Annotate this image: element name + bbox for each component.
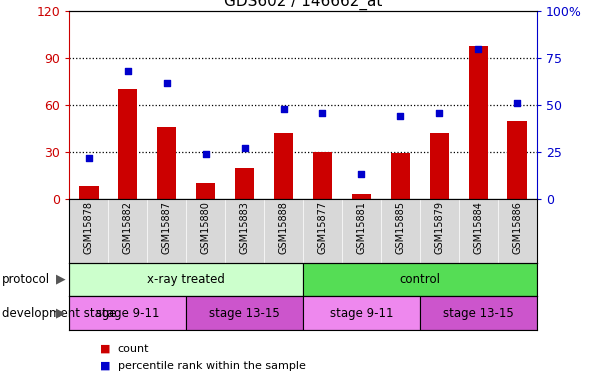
Bar bbox=[469, 46, 488, 199]
Bar bbox=[420, 296, 537, 330]
Text: ▶: ▶ bbox=[55, 273, 65, 286]
Text: GSM15880: GSM15880 bbox=[201, 201, 210, 254]
Bar bbox=[69, 262, 303, 296]
Text: ■: ■ bbox=[99, 344, 110, 354]
Bar bbox=[391, 153, 410, 199]
Point bbox=[396, 113, 405, 119]
Text: GSM15887: GSM15887 bbox=[162, 201, 172, 254]
Bar bbox=[118, 89, 137, 199]
Text: development stage: development stage bbox=[2, 307, 116, 320]
Point bbox=[356, 171, 366, 177]
Point bbox=[473, 46, 483, 52]
Point bbox=[123, 68, 133, 74]
Text: stage 13-15: stage 13-15 bbox=[443, 307, 514, 320]
Point bbox=[84, 154, 93, 160]
Text: GSM15879: GSM15879 bbox=[434, 201, 444, 254]
Text: GSM15888: GSM15888 bbox=[279, 201, 289, 254]
Bar bbox=[429, 133, 449, 199]
Bar bbox=[235, 168, 254, 199]
Text: stage 9-11: stage 9-11 bbox=[330, 307, 393, 320]
Bar bbox=[196, 183, 215, 199]
Text: x-ray treated: x-ray treated bbox=[147, 273, 225, 286]
Bar bbox=[186, 296, 303, 330]
Text: GSM15884: GSM15884 bbox=[473, 201, 483, 254]
Point bbox=[279, 106, 288, 112]
Text: ▶: ▶ bbox=[55, 307, 65, 320]
Text: GSM15886: GSM15886 bbox=[512, 201, 522, 254]
Text: GSM15877: GSM15877 bbox=[317, 201, 327, 254]
Bar bbox=[303, 296, 420, 330]
Text: percentile rank within the sample: percentile rank within the sample bbox=[118, 361, 306, 370]
Text: stage 9-11: stage 9-11 bbox=[96, 307, 160, 320]
Bar bbox=[303, 262, 537, 296]
Text: GSM15882: GSM15882 bbox=[123, 201, 133, 254]
Bar bbox=[69, 296, 186, 330]
Point bbox=[162, 80, 171, 86]
Bar bbox=[79, 186, 98, 199]
Point bbox=[240, 145, 250, 151]
Point bbox=[435, 110, 444, 116]
Text: control: control bbox=[399, 273, 440, 286]
Bar bbox=[274, 133, 293, 199]
Point bbox=[513, 100, 522, 106]
Bar bbox=[508, 121, 527, 199]
Point bbox=[201, 151, 210, 157]
Title: GDS602 / 146662_at: GDS602 / 146662_at bbox=[224, 0, 382, 10]
Point bbox=[318, 110, 327, 116]
Bar bbox=[313, 152, 332, 199]
Text: count: count bbox=[118, 344, 149, 354]
Bar bbox=[352, 194, 371, 199]
Text: GSM15881: GSM15881 bbox=[356, 201, 367, 254]
Text: GSM15878: GSM15878 bbox=[84, 201, 94, 254]
Text: ■: ■ bbox=[99, 361, 110, 370]
Text: stage 13-15: stage 13-15 bbox=[209, 307, 280, 320]
Bar bbox=[157, 127, 177, 199]
Text: protocol: protocol bbox=[2, 273, 50, 286]
Text: GSM15885: GSM15885 bbox=[396, 201, 405, 254]
Text: GSM15883: GSM15883 bbox=[239, 201, 250, 254]
